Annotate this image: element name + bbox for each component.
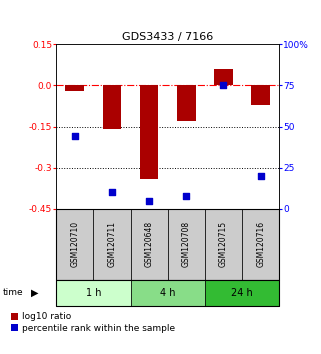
Bar	[168, 209, 205, 280]
Bar	[56, 280, 131, 306]
Point	[147, 198, 152, 204]
Bar	[56, 209, 93, 280]
Bar	[65, 85, 84, 91]
Text: GSM120711: GSM120711	[108, 221, 117, 267]
Bar	[93, 209, 131, 280]
Bar	[177, 85, 195, 121]
Legend: log10 ratio, percentile rank within the sample: log10 ratio, percentile rank within the …	[11, 313, 175, 333]
Text: 4 h: 4 h	[160, 288, 176, 298]
Text: GSM120715: GSM120715	[219, 221, 228, 267]
Point	[184, 193, 189, 199]
Bar	[242, 209, 279, 280]
Bar	[205, 280, 279, 306]
Text: GSM120648: GSM120648	[145, 221, 154, 267]
Bar	[140, 85, 159, 179]
Text: 24 h: 24 h	[231, 288, 253, 298]
Text: GSM120710: GSM120710	[70, 221, 79, 267]
Text: GSM120708: GSM120708	[182, 221, 191, 267]
Point	[109, 190, 115, 195]
Point	[72, 133, 77, 139]
Text: GSM120716: GSM120716	[256, 221, 265, 267]
Bar	[214, 69, 233, 85]
Title: GDS3433 / 7166: GDS3433 / 7166	[122, 32, 213, 42]
Text: time: time	[3, 289, 24, 297]
Bar	[251, 85, 270, 105]
Bar	[205, 209, 242, 280]
Bar	[103, 85, 121, 129]
Point	[221, 82, 226, 88]
Point	[258, 173, 263, 179]
Bar	[131, 209, 168, 280]
Text: ▶: ▶	[30, 288, 38, 298]
Text: 1 h: 1 h	[86, 288, 101, 298]
Bar	[131, 280, 205, 306]
